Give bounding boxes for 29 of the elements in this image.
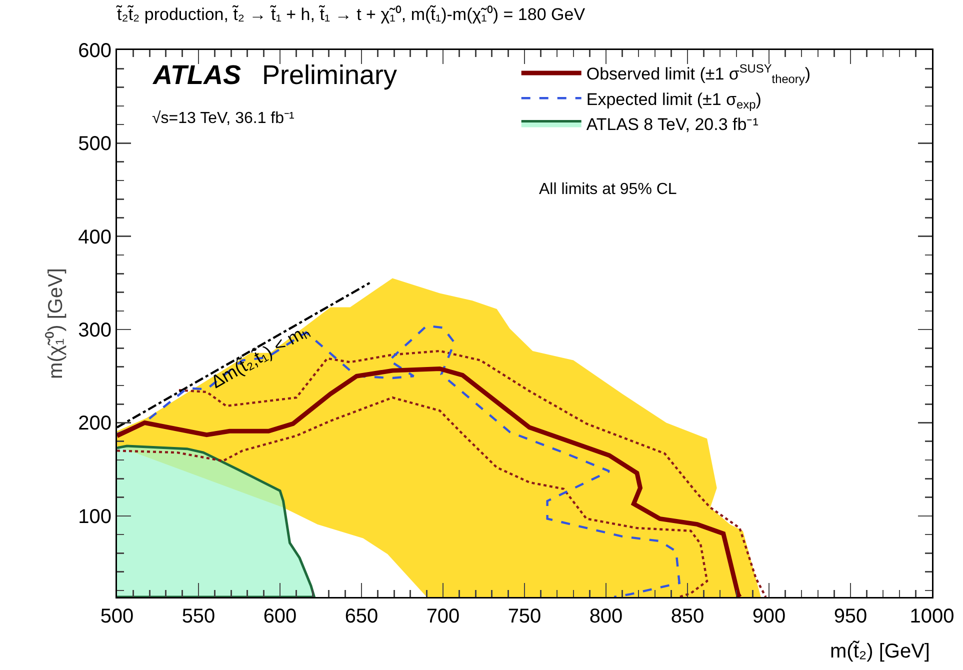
y-tick-label: 500 bbox=[78, 133, 112, 156]
line-series bbox=[117, 324, 680, 597]
y-tick-label: 200 bbox=[78, 412, 112, 435]
chart-title: t̃₂t̃₂ production, t̃₂ → t̃₁ + h, t̃₁ → t + χ̃₁⁰, m(t̃₁)-m(χ̃₁⁰) = 180 GeV bbox=[115, 4, 586, 24]
legend-label: Expected limit (±1 σ$_{exp}$) bbox=[586, 90, 762, 112]
x-tick-label: 750 bbox=[508, 606, 542, 628]
x-tick-label: 600 bbox=[263, 606, 297, 628]
y-tick-label: 600 bbox=[78, 40, 112, 62]
x-tick-label: 550 bbox=[182, 606, 216, 628]
legend-label: Observed limit (±1 σ$^{SUSY}$$_{theory}$) bbox=[586, 62, 811, 86]
x-axis-title: m(t̃₂) [GeV] bbox=[830, 640, 930, 663]
y-tick-label: 100 bbox=[78, 506, 112, 528]
x-tick-label: 650 bbox=[344, 606, 378, 628]
x-tick-label: 700 bbox=[426, 606, 460, 628]
y-tick-label: 400 bbox=[78, 226, 112, 248]
annotation: Preliminary bbox=[262, 60, 398, 90]
annotation: All limits at 95% CL bbox=[539, 181, 677, 198]
legend-label: ATLAS 8 TeV, 20.3 fb⁻¹ bbox=[586, 114, 759, 134]
annotation: √s=13 TeV, 36.1 fb⁻¹ bbox=[152, 110, 294, 127]
y-axis-title: m(χ̃₁⁰) [GeV] bbox=[44, 268, 67, 379]
line-series bbox=[117, 396, 708, 597]
x-tick-label: 900 bbox=[752, 606, 786, 628]
y-tick-label: 300 bbox=[78, 320, 112, 342]
annotation: ATLAS bbox=[152, 60, 241, 90]
x-tick-label: 800 bbox=[589, 606, 623, 628]
x-tick-label: 950 bbox=[834, 606, 868, 628]
x-tick-label: 1000 bbox=[910, 606, 954, 628]
x-tick-label: 500 bbox=[100, 606, 134, 628]
x-tick-label: 850 bbox=[670, 606, 704, 628]
